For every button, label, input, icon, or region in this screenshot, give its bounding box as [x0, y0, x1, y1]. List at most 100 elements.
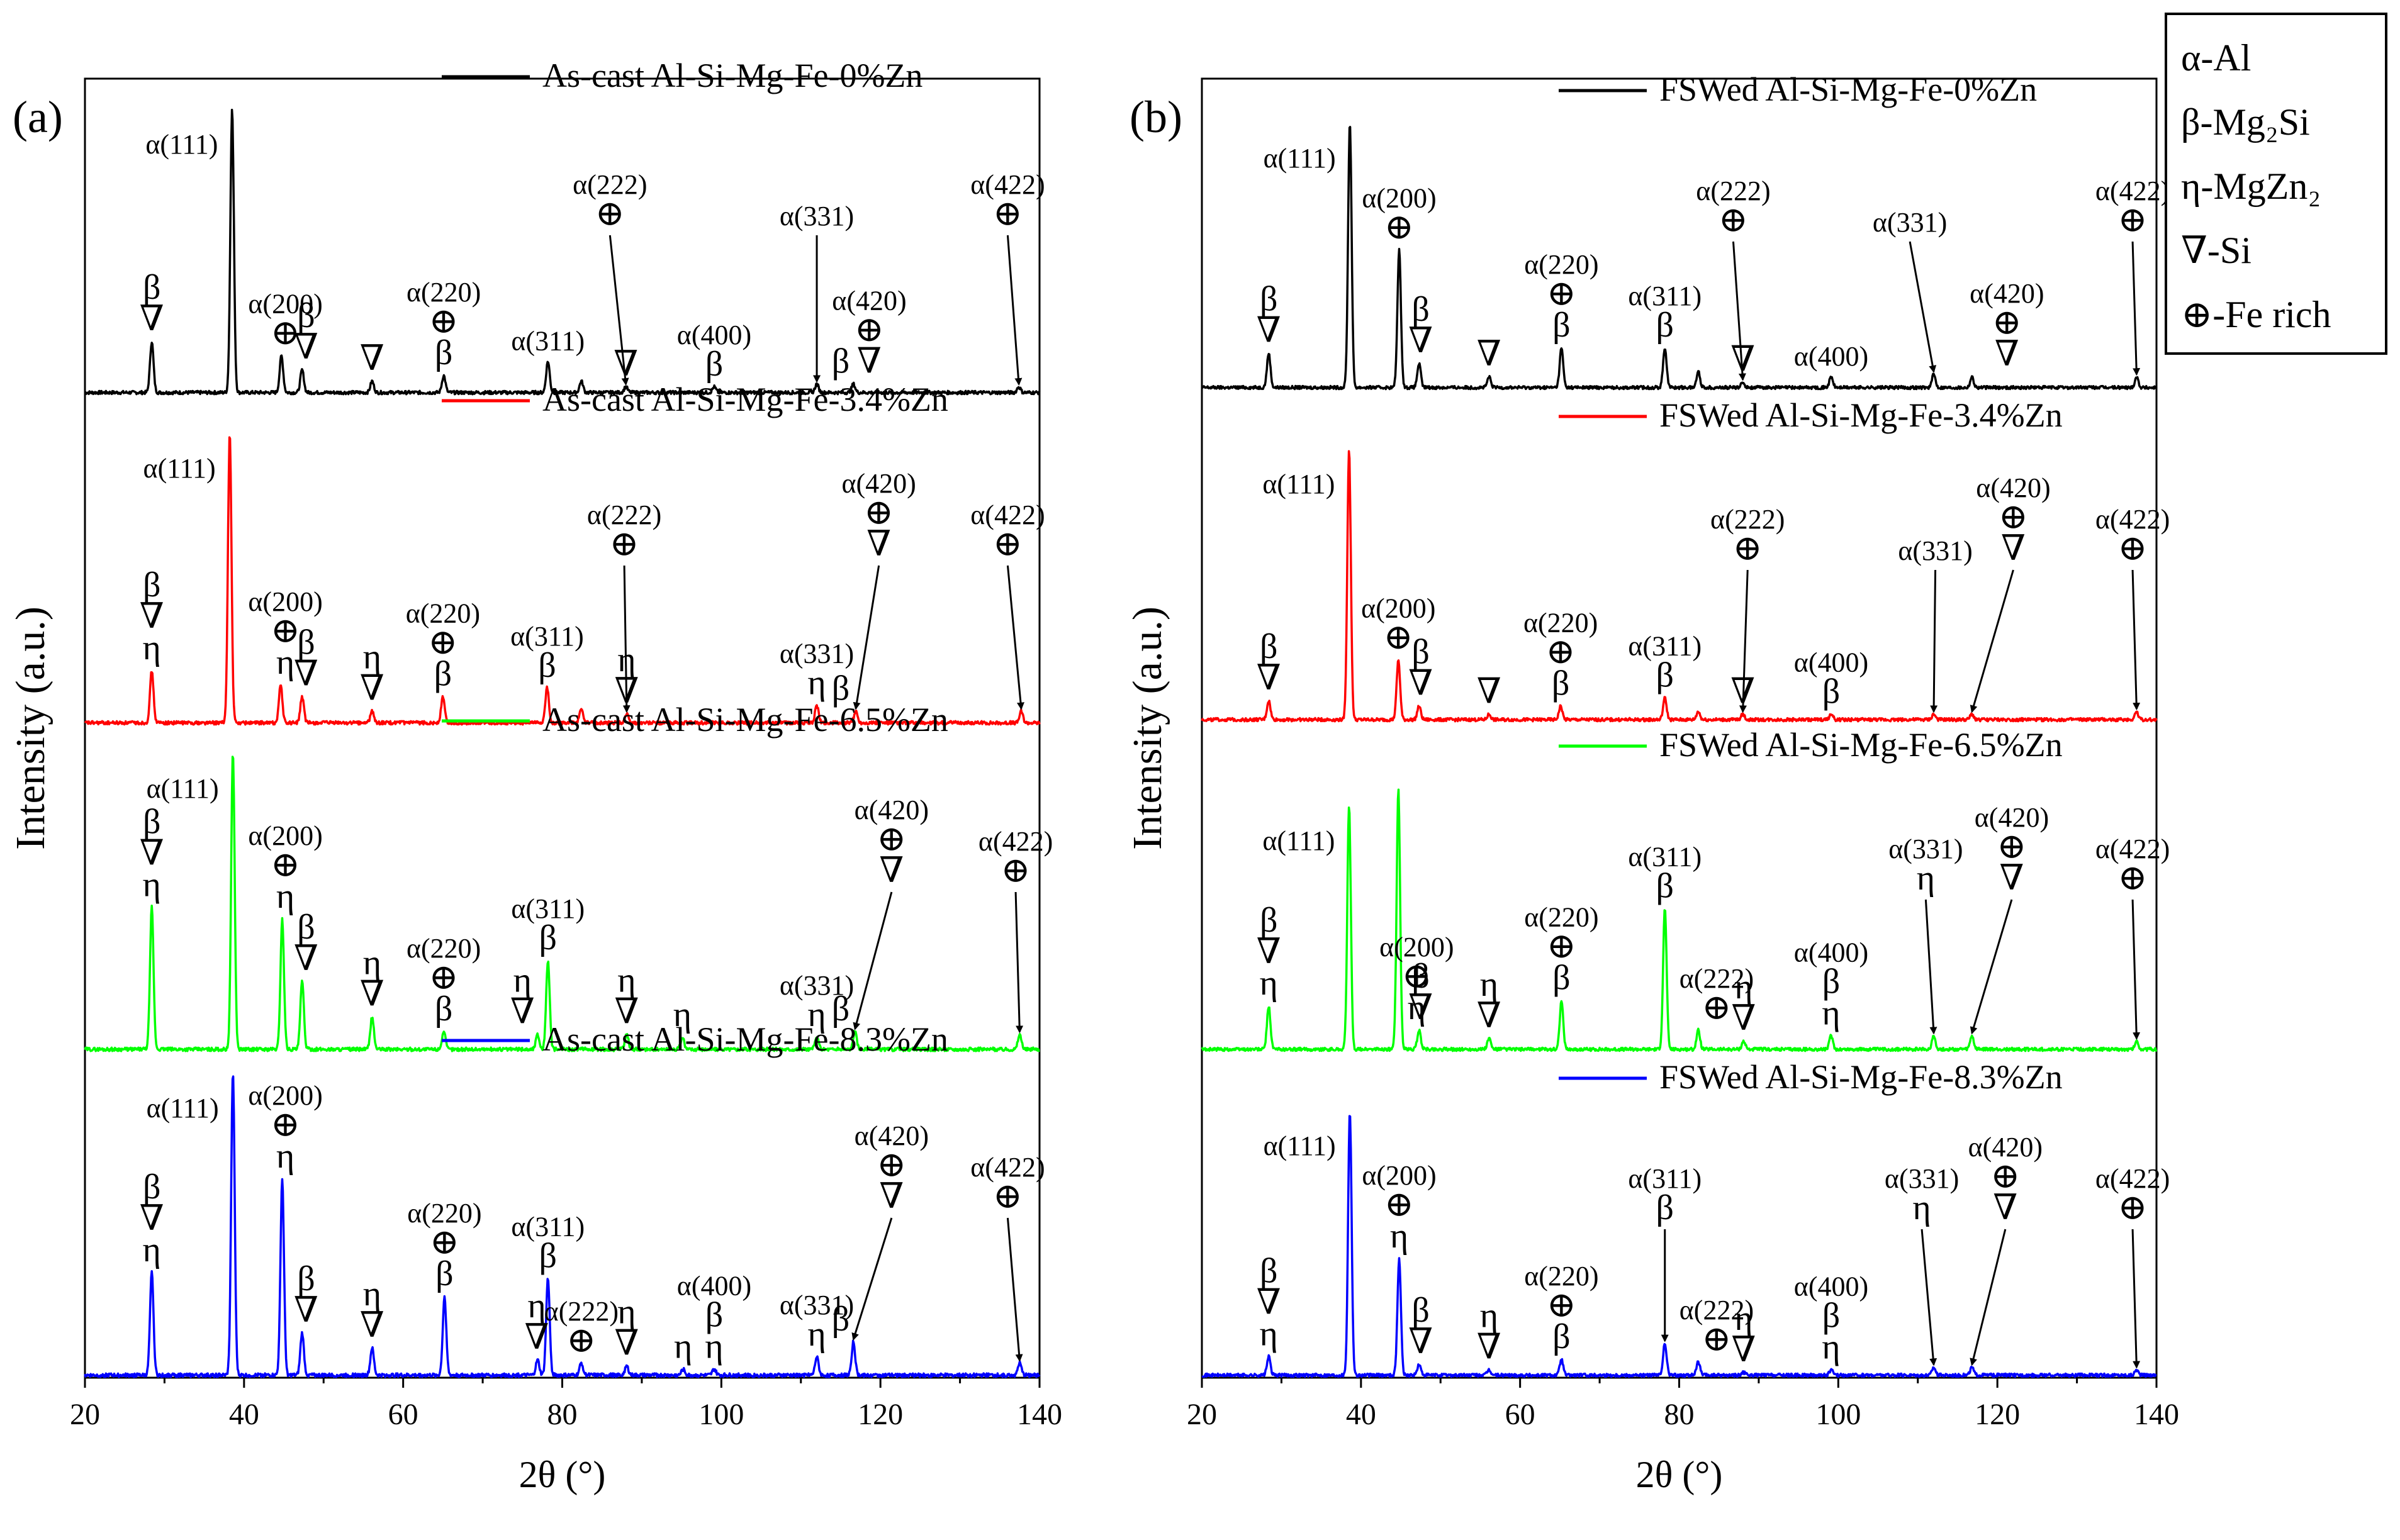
annotation-text: ⊕ [2118, 859, 2148, 898]
peak-annotation: β∇ [1408, 290, 1433, 360]
annotation-text: β [1656, 306, 1674, 345]
annotation-text: β [434, 655, 452, 694]
peak-annotation: β∇ [1408, 633, 1433, 703]
annotation-text: ⊕ [1546, 633, 1576, 672]
peak-annotation: α(220)⊕β [1524, 902, 1598, 998]
annotation-arrow [1006, 565, 1024, 710]
annotation-text: η [617, 640, 636, 679]
peak-annotation: α(220)⊕β [407, 277, 481, 372]
annotation-text: ∇ [510, 993, 535, 1032]
annotation-text: ⊕ [1999, 498, 2028, 537]
annotation-text: ⊕ [1547, 274, 1576, 313]
annotation-text: ⊕ [877, 820, 906, 859]
peak-annotation: β∇ [294, 623, 318, 694]
annotation-text: ∇ [879, 851, 904, 890]
annotation-text: α(420) [1970, 278, 2044, 309]
annotation-text: ∇ [294, 939, 318, 978]
legend-label: As-cast Al-Si-Mg-Fe-3.4%Zn [542, 381, 948, 418]
annotation-text: β [1260, 627, 1278, 666]
annotation-text: α(111) [147, 773, 219, 804]
annotation-text: ⊕ [2118, 529, 2148, 568]
peak-annotation: η∇ [510, 961, 535, 1032]
annotation-text: η [143, 1230, 161, 1269]
xrd-pattern [1201, 126, 2158, 391]
peak-annotation: α(400) [1794, 341, 1868, 372]
peak-annotation: β∇ [1408, 1291, 1433, 1361]
annotation-text: α(400) [1794, 1271, 1868, 1302]
annotation-text: ∇ [1477, 996, 1501, 1035]
annotation-arrow [1732, 241, 1746, 381]
peak-annotation: α(311)β [1628, 631, 1702, 695]
annotation-text: ⊕ [1719, 201, 1748, 240]
annotation-text: η [527, 1286, 546, 1325]
annotation-text: ∇ [294, 1291, 318, 1330]
annotation-text: ∇ [294, 655, 318, 694]
annotation-text: ∇ [1477, 335, 1501, 374]
annotation-text: α(111) [143, 453, 216, 484]
annotation-text: α(422) [2095, 504, 2170, 535]
peak-annotation: α(422)⊕ [979, 826, 1053, 1034]
peak-annotation: α(111) [1264, 143, 1336, 174]
peak-annotation: α(331)η [780, 638, 854, 702]
annotation-text: ⊕ [993, 194, 1023, 233]
peak-annotation: α(400)β [1794, 647, 1868, 711]
annotation-text: ⊕ [1547, 1286, 1576, 1325]
annotation-text: ∇ [360, 974, 384, 1013]
x-tick-label: 80 [547, 1398, 578, 1431]
annotation-text: α(331) [780, 201, 854, 232]
annotation-text: β [1552, 664, 1570, 703]
annotation-text: ⊕ [1997, 827, 2026, 866]
annotation-text: ⊕ [864, 493, 894, 532]
xrd-pattern [84, 756, 1040, 1052]
annotation-text: η [276, 877, 294, 916]
xrd-pattern [84, 436, 1041, 726]
peak-annotation: α(200)⊕ [1361, 593, 1435, 657]
annotation-text: β [435, 333, 453, 372]
annotation-text: ∇ [140, 834, 164, 873]
peak-annotation: α(400)βη [1794, 1271, 1868, 1367]
peak-annotation: α(420)⊕∇ [832, 286, 906, 381]
peak-annotation: α(331) [1873, 207, 1947, 373]
annotation-text: α(422) [970, 1152, 1045, 1183]
annotation-text: α(220) [407, 1198, 481, 1229]
annotation-text: α(400) [677, 1270, 751, 1301]
annotation-text: β [1656, 866, 1674, 905]
legend-label: As-cast Al-Si-Mg-Fe-6.5%Zn [542, 701, 948, 739]
annotation-text: ∇ [857, 342, 882, 381]
phase-key-item: α-Al [2181, 37, 2251, 79]
annotation-text: α(111) [1262, 825, 1335, 856]
annotation-text: ⊕ [1992, 303, 2022, 342]
peak-annotation: α(111) [143, 453, 216, 484]
annotation-text: ∇ [1408, 988, 1433, 1027]
annotation-arrow [1970, 899, 2013, 1035]
annotation-arrow [853, 891, 893, 1030]
peak-annotation: α(420)⊕∇ [1970, 278, 2044, 374]
peak-annotation: α(200)⊕η [248, 586, 322, 682]
annotation-arrow [853, 565, 880, 710]
annotation-text: ∇ [866, 525, 891, 564]
annotation-text: η [617, 961, 636, 1000]
annotation-text: α(311) [1628, 1163, 1702, 1194]
annotation-text: α(422) [2095, 834, 2170, 864]
annotation-text: ⊕ [271, 611, 300, 650]
annotation-text: α(111) [1262, 469, 1335, 499]
annotation-arrow [1006, 1217, 1023, 1362]
annotation-text: ⊕ [1547, 927, 1576, 966]
annotation-text: η [363, 638, 381, 677]
annotation-text: ⊕ [2118, 1188, 2148, 1227]
peak-annotation: α(420)⊕∇ [1970, 802, 2049, 1035]
peak-annotation: α(400)βη [1794, 937, 1868, 1033]
annotation-text: α(220) [407, 933, 481, 964]
peak-annotation: α(311)β [1628, 1163, 1702, 1342]
annotation-text: ⊕ [271, 314, 300, 353]
peak-annotation: α(400)β [677, 320, 751, 384]
peak-annotation: ∇ [1477, 335, 1501, 374]
annotation-text: ∇ [1730, 340, 1755, 379]
annotation-text: β [297, 1259, 315, 1298]
annotation-text: α(311) [511, 1211, 585, 1242]
peak-annotation: β∇ [140, 268, 164, 338]
annotation-text: α(220) [1524, 902, 1598, 933]
annotation-text: β [1552, 1317, 1571, 1356]
annotation-text: η [276, 643, 294, 682]
peak-annotation: α(220)⊕β [1524, 249, 1598, 345]
